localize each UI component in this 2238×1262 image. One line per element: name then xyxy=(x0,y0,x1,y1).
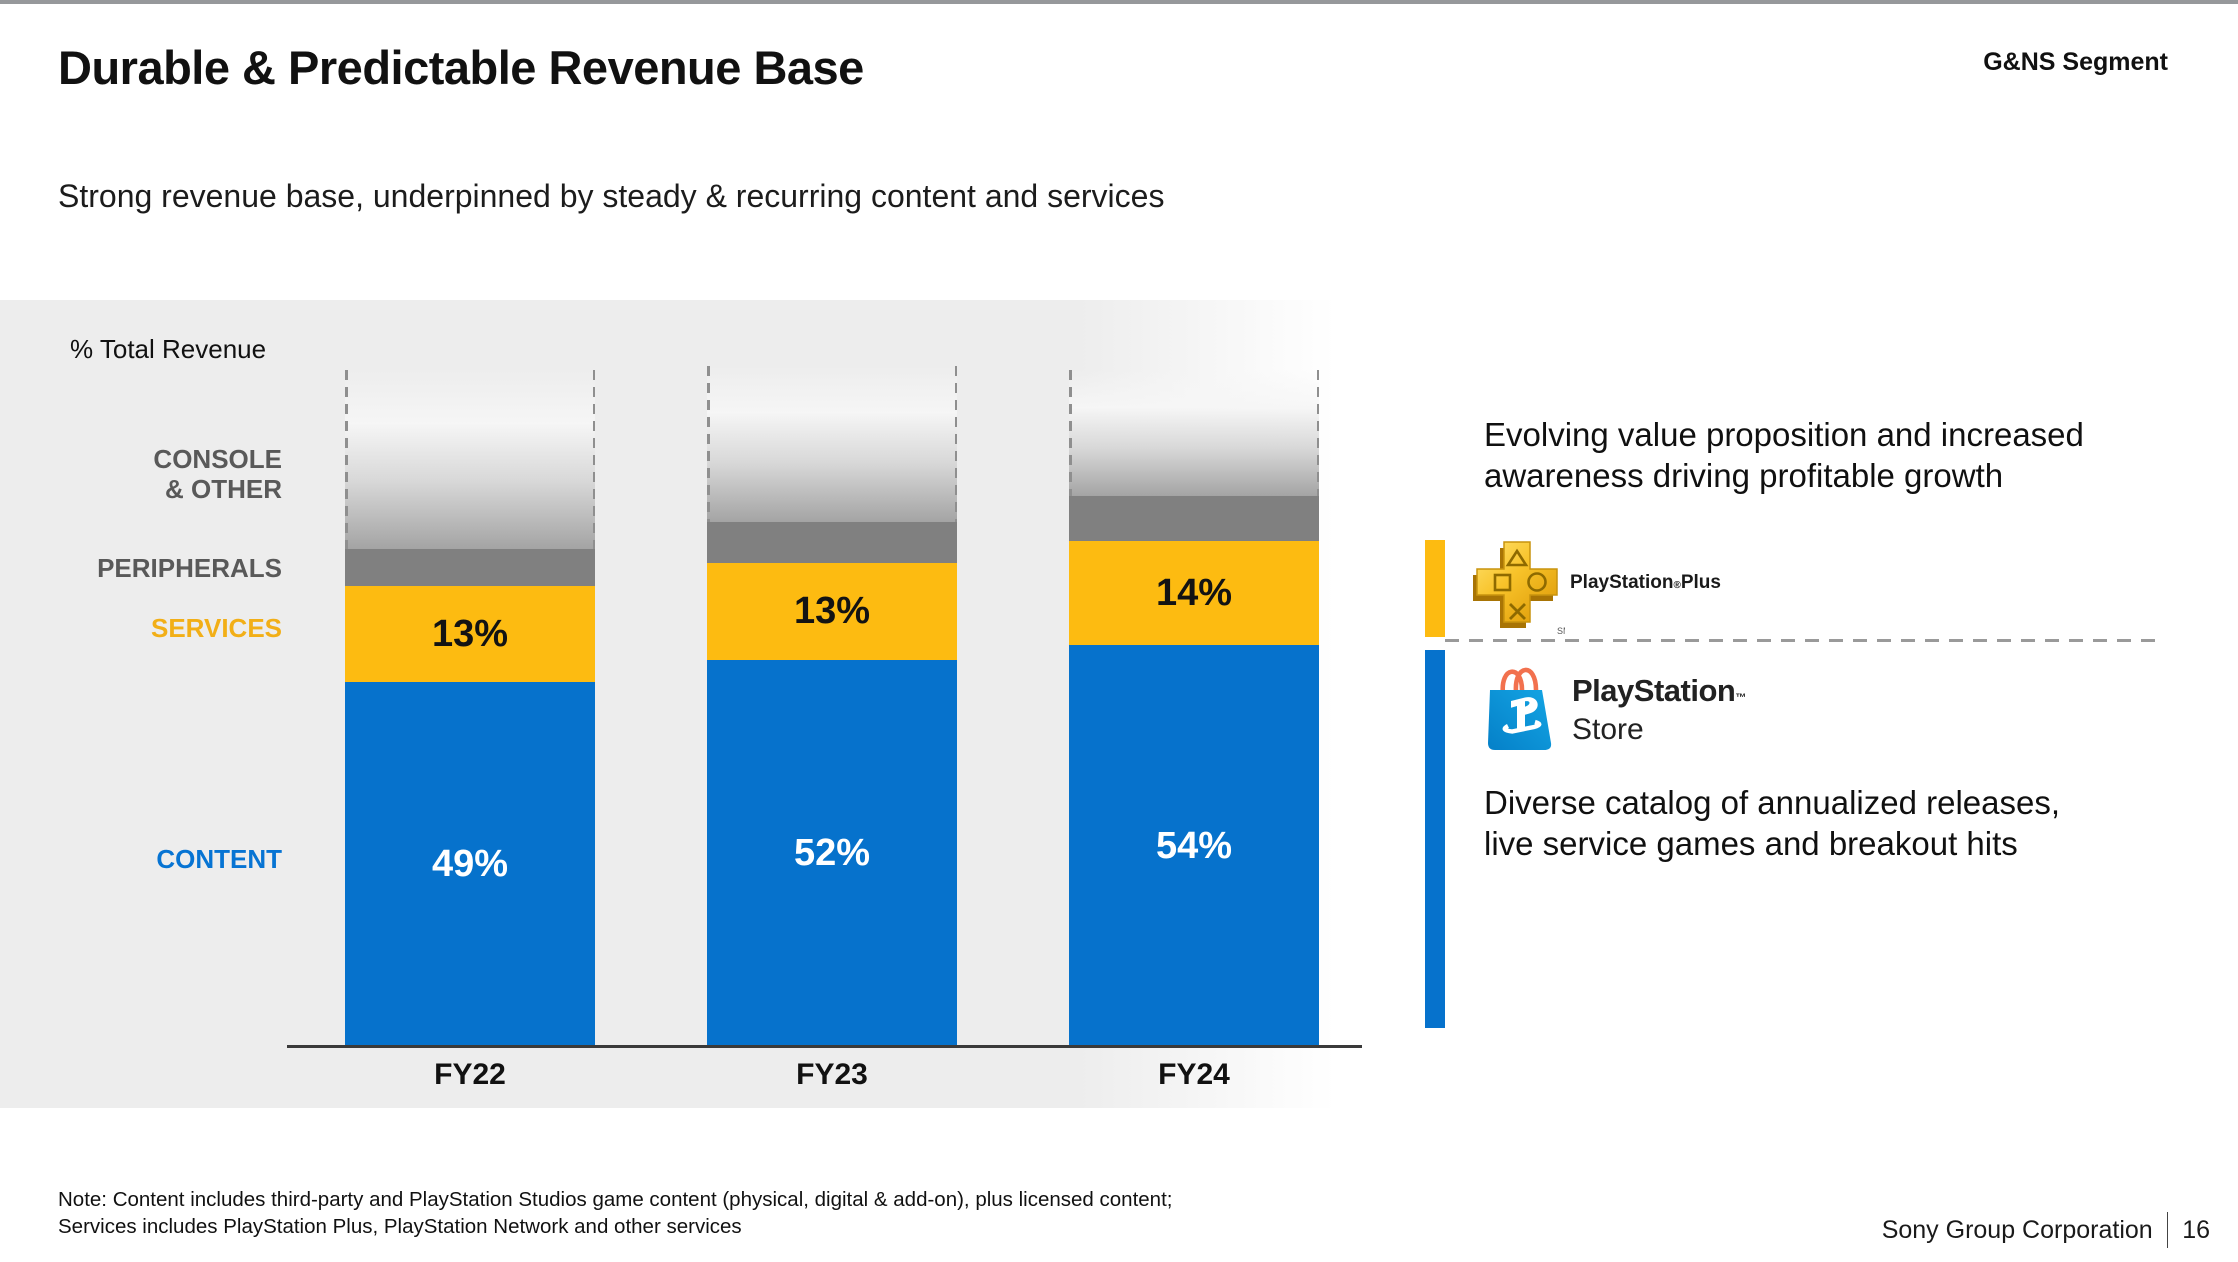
dashed-edge xyxy=(345,369,348,549)
bar-FY23-console-other xyxy=(707,366,957,523)
dashed-edge xyxy=(707,366,710,523)
dashed-divider xyxy=(1445,639,2165,642)
x-axis-label-FY22: FY22 xyxy=(434,1058,506,1091)
playstation-plus-icon: SM xyxy=(1473,534,1571,641)
bar-FY23-peripherals xyxy=(707,522,957,564)
bar-FY22-content: 49% xyxy=(345,682,595,1047)
bar-value-label: 13% xyxy=(431,612,509,655)
legend-label-services: SERVICES xyxy=(150,613,282,643)
dashed-edge xyxy=(954,366,957,523)
playstation-store-icon xyxy=(1478,650,1560,759)
page-number: 16 xyxy=(2182,1215,2210,1244)
segment-badge: G&NS Segment xyxy=(1983,48,2168,76)
x-axis-label-FY23: FY23 xyxy=(796,1058,868,1091)
footer-company: Sony Group Corporation xyxy=(1881,1215,2153,1244)
bar-FY24-services: 14% xyxy=(1069,541,1319,646)
playstation-store-wordmark: PlayStation™ Store xyxy=(1572,673,1746,747)
bar-FY24-console-other xyxy=(1069,369,1319,497)
legend-label-content: CONTENT xyxy=(156,844,282,874)
psplus-sm-mark: SM xyxy=(1557,626,1565,636)
dashed-edge xyxy=(1316,369,1319,497)
legend-label-peripherals: PERIPHERALS xyxy=(97,553,282,583)
bar-FY22-services: 13% xyxy=(345,585,595,683)
x-axis-label-FY24: FY24 xyxy=(1158,1058,1230,1091)
bar-FY22-console-other xyxy=(345,369,595,549)
bar-FY24-content: 54% xyxy=(1069,645,1319,1047)
insight-text-psplus: Evolving value proposition and increased… xyxy=(1484,416,2084,494)
dashed-edge xyxy=(592,369,595,549)
footer-divider xyxy=(2166,1212,2169,1248)
playstation-plus-wordmark: PlayStation®Plus xyxy=(1570,572,1721,593)
legend-label-console-other: CONSOLE & OTHER xyxy=(153,444,282,504)
bar-FY23-services: 13% xyxy=(707,563,957,661)
dashed-edge xyxy=(1069,369,1072,497)
bar-value-label: 52% xyxy=(793,832,871,875)
yellow-accent-bar xyxy=(1425,540,1445,637)
slide-subtitle: Strong revenue base, underpinned by stea… xyxy=(58,178,1165,214)
bar-FY23-content: 52% xyxy=(707,660,957,1047)
footnote: Note: Content includes third-party and P… xyxy=(58,1188,1173,1238)
bar-FY24-peripherals xyxy=(1069,496,1319,542)
bar-value-label: 49% xyxy=(431,843,509,886)
bar-value-label: 54% xyxy=(1155,824,1233,867)
page-title: Durable & Predictable Revenue Base xyxy=(58,41,864,94)
insight-text-psstore: Diverse catalog of annualized releases, … xyxy=(1484,784,2061,862)
slide-footer: Sony Group Corporation 16 xyxy=(1882,1212,2210,1248)
bar-value-label: 14% xyxy=(1155,571,1233,614)
bar-FY22-peripherals xyxy=(345,548,595,586)
top-strip xyxy=(0,0,2238,4)
bar-value-label: 13% xyxy=(793,590,871,633)
blue-accent-bar xyxy=(1425,650,1445,1028)
x-axis-line xyxy=(287,1045,1362,1048)
chart-axis-title: % Total Revenue xyxy=(70,334,267,364)
